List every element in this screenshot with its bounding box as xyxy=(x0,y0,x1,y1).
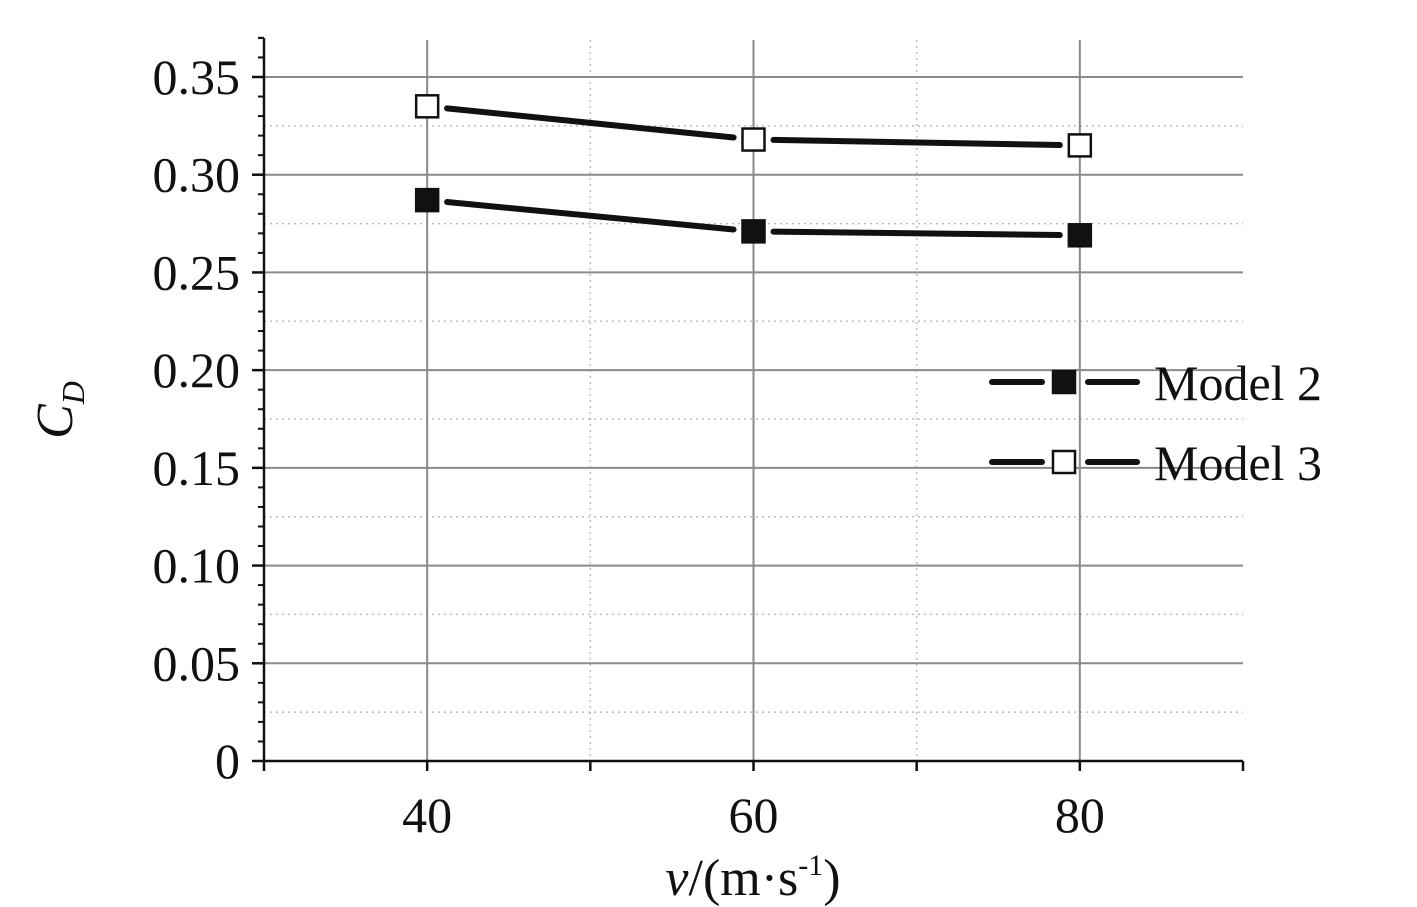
x-axis-title-unit: /(m·s xyxy=(689,850,799,907)
x-axis-title: v/(m·s-1) xyxy=(665,849,840,907)
x-axis-title-variable: v xyxy=(665,850,689,907)
axis-labels: 0 0.05 0.10 0.15 0.20 0.25 0.30 0.35 40 60 80 v/(m·… xyxy=(27,49,1105,907)
y-axis-title-main: C xyxy=(27,403,84,439)
data-point-open xyxy=(741,127,766,152)
data-point-open xyxy=(414,94,440,119)
series-line-segment xyxy=(770,228,1063,239)
series xyxy=(414,94,1093,248)
y-tick-label: 0.10 xyxy=(153,538,241,594)
y-axis-title-subscript: D xyxy=(55,381,91,405)
legend: Model 2 Model 3 xyxy=(989,355,1322,491)
data-point-filled xyxy=(414,187,440,213)
series-line-segment xyxy=(444,105,737,141)
grid xyxy=(264,40,1243,761)
legend-marker-open xyxy=(1051,449,1077,475)
series-line-segment xyxy=(770,136,1063,149)
x-axis-title-exponent: -1 xyxy=(798,849,823,882)
axes xyxy=(252,36,1245,771)
y-tick-label: 0.20 xyxy=(153,342,241,398)
y-tick-label: 0 xyxy=(215,733,240,789)
x-tick-label: 40 xyxy=(402,787,452,843)
y-tick-label: 0.05 xyxy=(153,635,241,691)
y-axis-title: CD xyxy=(27,381,91,439)
x-tick-label: 80 xyxy=(1055,787,1105,843)
data-point-filled xyxy=(741,219,766,244)
y-tick-label: 0.30 xyxy=(153,147,241,203)
legend-marker-filled xyxy=(1051,369,1077,395)
y-tick-label: 0.15 xyxy=(153,440,241,496)
x-tick-label: 60 xyxy=(729,787,779,843)
series-line-segment xyxy=(444,199,737,233)
legend-label: Model 2 xyxy=(1154,355,1322,411)
y-tick-label: 0.25 xyxy=(153,244,241,300)
y-tick-label: 0.35 xyxy=(153,49,241,105)
x-axis-title-unit-end: ) xyxy=(823,850,840,907)
legend-label: Model 3 xyxy=(1154,435,1322,491)
data-point-open xyxy=(1067,133,1093,158)
data-point-filled xyxy=(1067,223,1093,248)
